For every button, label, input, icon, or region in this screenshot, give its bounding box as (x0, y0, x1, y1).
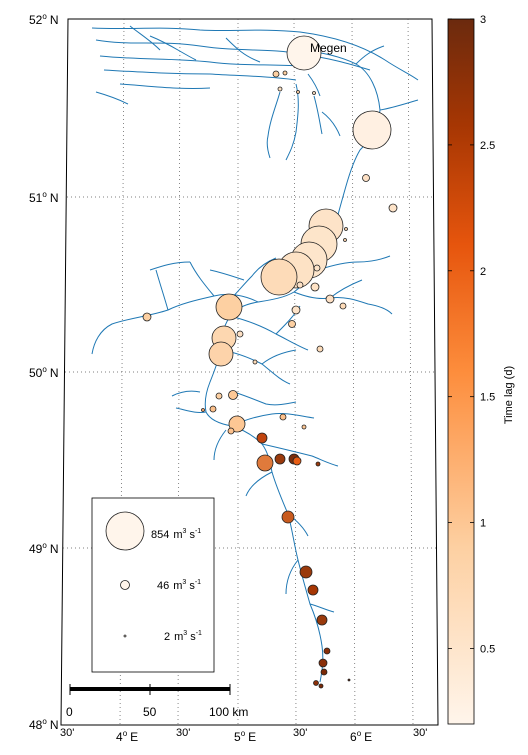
longitude-labels: 30' 4o E 30' 5o E 30' 6o E 30' (60, 727, 427, 744)
station-megen (286, 35, 322, 71)
legend-circle-medium (120, 580, 130, 590)
svg-text:100 km: 100 km (209, 705, 248, 719)
scale-bar: 0 50 100 km (66, 684, 248, 719)
svg-text:50: 50 (143, 705, 157, 719)
svg-text:30': 30' (413, 727, 427, 739)
svg-text:30': 30' (293, 727, 307, 739)
colorbar-ticks: 3 2.5 2 1.5 1 0.5 (448, 14, 495, 655)
svg-text:30': 30' (60, 727, 74, 739)
legend-circle-large (105, 511, 145, 551)
discharge-legend: 854 m3 s-1 46 m3 s-1 2 m3 s-1 (91, 497, 215, 673)
svg-text:4oE: 4o E (116, 729, 138, 744)
colorbar-tick-label: 2.5 (480, 140, 495, 152)
place-label: Megen (310, 41, 347, 55)
colorbar-tick-label: 2 (480, 266, 486, 278)
svg-text:0: 0 (66, 705, 73, 719)
colorbar-tick-label: 3 (480, 14, 486, 26)
colorbar: 3 2.5 2 1.5 1 0.5 Time lag (d) (447, 14, 515, 725)
svg-text:6oE: 6o E (350, 729, 372, 744)
colorbar-ramp (447, 18, 475, 725)
legend-circle-small (123, 634, 127, 638)
svg-text:30': 30' (176, 727, 190, 739)
svg-text:5oE: 5o E (234, 729, 256, 744)
colorbar-tick-label: 1 (480, 518, 486, 530)
gauge-stations (142, 35, 398, 689)
colorbar-tick-label: 0.5 (480, 643, 495, 655)
colorbar-label: Time lag (d) (503, 366, 515, 424)
colorbar-tick-label: 1.5 (480, 392, 495, 404)
latitude-labels: 52o N 51o N 50o N 49o N 48o N (29, 12, 58, 732)
